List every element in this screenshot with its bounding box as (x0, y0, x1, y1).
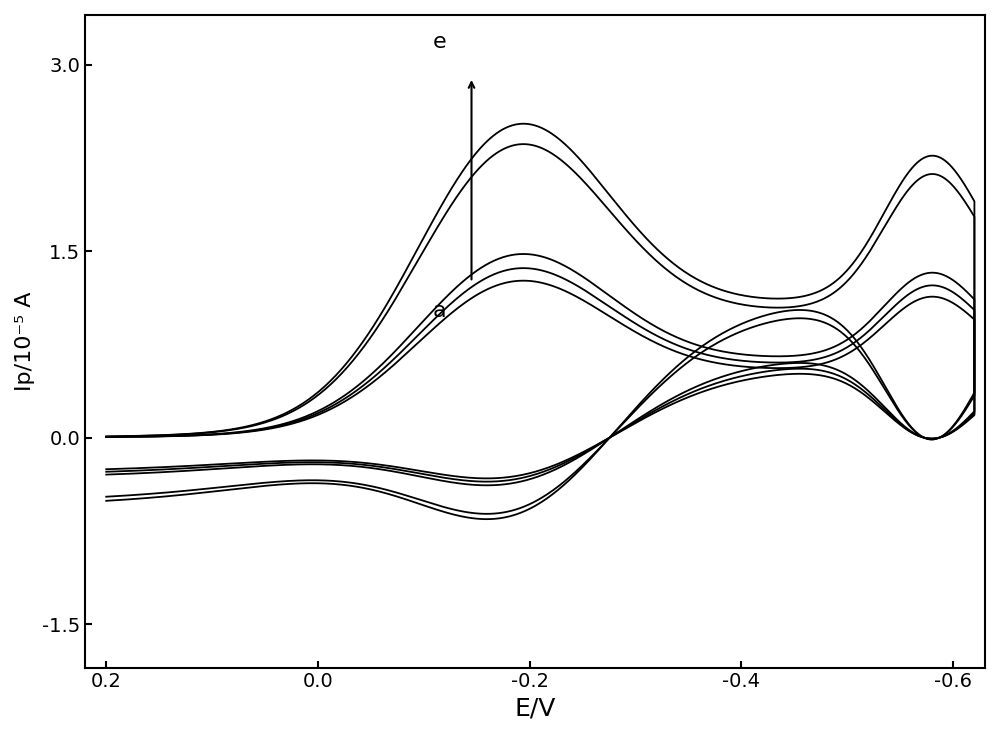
Y-axis label: Ip/10⁻⁵ A: Ip/10⁻⁵ A (15, 291, 35, 391)
X-axis label: E/V: E/V (514, 697, 556, 721)
Text: e: e (433, 32, 447, 52)
Text: a: a (433, 301, 447, 321)
